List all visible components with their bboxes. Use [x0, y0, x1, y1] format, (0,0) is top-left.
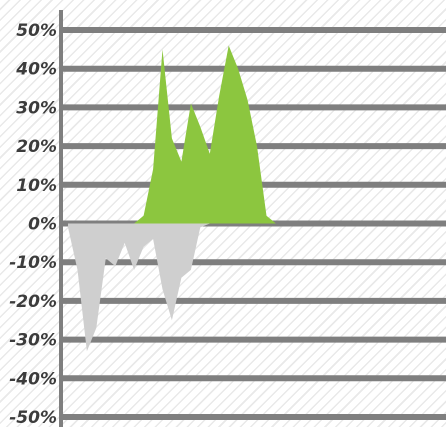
- series-area-1: [68, 45, 446, 224]
- series-areas: [68, 45, 446, 352]
- y-tick-label-20: 20%: [16, 137, 57, 157]
- y-tick-label-minus-10: -10%: [9, 253, 57, 273]
- series-area-0: [68, 223, 446, 352]
- y-tick-label-30: 30%: [16, 98, 57, 118]
- y-tick-label-0: 0%: [28, 215, 57, 235]
- y-tick-label-minus-50: -50%: [9, 408, 57, 427]
- y-tick-label-50: 50%: [16, 21, 57, 41]
- y-tick-label-minus-40: -40%: [9, 369, 57, 389]
- y-tick-label-minus-30: -30%: [9, 331, 57, 351]
- y-tick-label-40: 40%: [15, 60, 57, 80]
- y-tick-labels: 50% 40% 30% 20% 10% 0% -10% -20% -30% -4…: [9, 21, 57, 427]
- y-tick-label-minus-20: -20%: [9, 292, 57, 312]
- y-tick-label-10: 10%: [16, 176, 57, 196]
